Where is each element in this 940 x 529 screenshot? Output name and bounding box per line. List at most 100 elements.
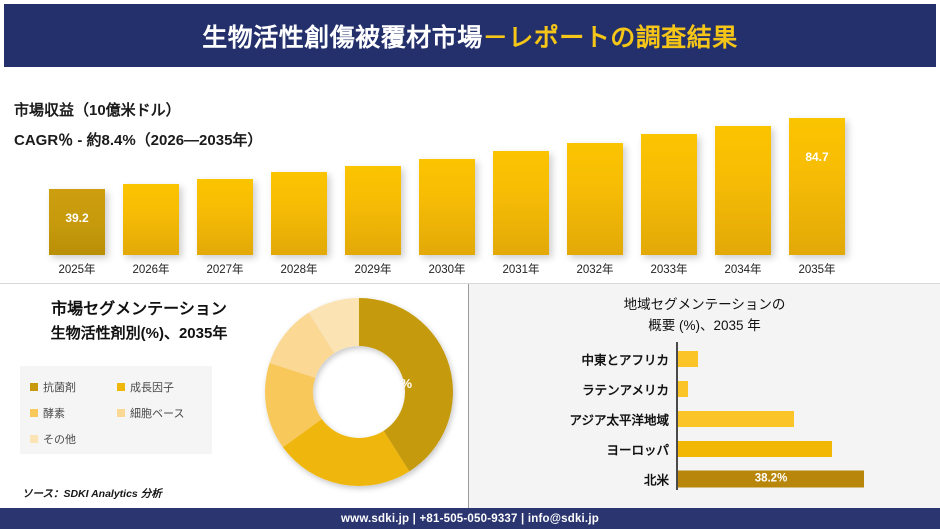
legend-item[interactable]: 細胞ベース — [117, 405, 204, 421]
donut-slice[interactable] — [308, 298, 359, 354]
revenue-bar-column: 2027年 — [188, 70, 262, 283]
legend-label: 成長因子 — [130, 382, 174, 394]
regional-bar-row: ラテンアメリカ — [469, 374, 940, 404]
revenue-bar — [419, 159, 475, 255]
regional-bar: 38.2% — [678, 470, 864, 488]
legend-swatch-icon — [117, 409, 125, 417]
legend-swatch-icon — [30, 409, 38, 417]
donut-slice[interactable] — [265, 362, 322, 448]
regional-panel: 地域セグメンテーションの 概要 (%)、2035 年 中東とアフリカ ラテンアメリ… — [469, 284, 940, 508]
regional-title: 地域セグメンテーションの 概要 (%)、2035 年 — [469, 294, 940, 336]
legend-item[interactable]: その他 — [30, 431, 122, 447]
revenue-bar-column: 2026年 — [114, 70, 188, 283]
regional-bar — [678, 441, 832, 457]
vertical-divider — [468, 284, 469, 508]
segmentation-legend: 抗菌剤 成長因子酵素 細胞ベースその他 — [20, 366, 212, 454]
horizontal-divider — [0, 283, 940, 284]
regional-bar-row: 中東とアフリカ — [469, 344, 940, 374]
regional-bar-value: 38.2% — [754, 472, 788, 485]
legend-item[interactable]: 酵素 — [30, 405, 117, 421]
revenue-bar — [493, 151, 549, 255]
revenue-bar-column: 84.7 2035年 — [780, 70, 854, 283]
page-title: 生物活性創傷被覆材市場－レポートの調査結果 — [202, 18, 738, 54]
revenue-bar-label: 2030年 — [428, 264, 466, 276]
revenue-bar-column: 2031年 — [484, 70, 558, 283]
revenue-label: 市場収益（10億米ドル） — [14, 102, 181, 119]
donut-svg — [265, 298, 453, 486]
legend-item[interactable]: 抗菌剤 — [30, 379, 117, 395]
legend-swatch-icon — [30, 435, 38, 443]
regional-title-line1: 地域セグメンテーションの — [623, 297, 786, 312]
revenue-bar-column: 2028年 — [262, 70, 336, 283]
segmentation-title: 市場セグメンテーション 生物活性剤別(%)、2035年 — [14, 298, 264, 346]
cagr-label: CAGR％ - 約8.4%（2026―2035年） — [14, 132, 263, 149]
donut-slice[interactable] — [282, 419, 410, 486]
regional-bar-row: ヨーロッパ — [469, 434, 940, 464]
revenue-bar-label: 2035年 — [798, 264, 836, 276]
revenue-chart-block: 市場収益（10億米ドル） CAGR％ - 約8.4%（2026―2035年） 3… — [0, 70, 940, 283]
legend-label: 酵素 — [43, 408, 65, 420]
header-banner: 生物活性創傷被覆材市場－レポートの調査結果 — [4, 4, 936, 67]
revenue-bar-label: 2029年 — [354, 264, 392, 276]
legend-swatch-icon — [30, 383, 38, 391]
page-title-main: 生物活性創傷被覆材市場 — [202, 23, 483, 52]
regional-bars: 中東とアフリカ ラテンアメリカアジア太平洋地域ヨーロッパ北米 38.2% — [469, 340, 940, 500]
revenue-bar — [123, 184, 179, 255]
donut-slice[interactable] — [359, 298, 453, 472]
revenue-bars: 39.2 2025年 2026年 2027年 2028年 2029年 2030年 2031年 2… — [0, 70, 940, 283]
regional-bar — [678, 381, 688, 397]
revenue-bar — [345, 166, 401, 255]
legend-label: 細胞ベース — [130, 408, 185, 420]
regional-bar-label: アジア太平洋地域 — [569, 413, 669, 428]
revenue-bar: 84.7 — [789, 118, 845, 255]
regional-bar-label: ヨーロッパ — [606, 443, 669, 458]
legend-label: 抗菌剤 — [43, 382, 76, 394]
revenue-bar-label: 2031年 — [502, 264, 540, 276]
segmentation-panel: 市場セグメンテーション 生物活性剤別(%)、2035年 抗菌剤 成長因子酵素 細胞ベ… — [0, 284, 468, 508]
kpi-text: 市場収益（10億米ドル） CAGR％ - 約8.4%（2026―2035年） — [14, 96, 262, 156]
page-title-accent: －レポートの調査結果 — [482, 23, 738, 52]
donut-value-label: 41% — [386, 376, 413, 391]
revenue-bar-label: 2034年 — [724, 264, 762, 276]
regional-bar — [678, 411, 794, 427]
revenue-bar-label: 2028年 — [280, 264, 318, 276]
regional-bar-label: 北米 — [643, 473, 669, 488]
legend-swatch-icon — [117, 383, 125, 391]
regional-axis-line — [676, 342, 678, 490]
revenue-bar-label: 2032年 — [576, 264, 614, 276]
revenue-bar-column: 2032年 — [558, 70, 632, 283]
revenue-bar — [641, 134, 697, 255]
regional-bar-label: ラテンアメリカ — [582, 383, 669, 398]
regional-title-line2: 概要 (%)、2035 年 — [648, 318, 761, 333]
revenue-bar-column: 2034年 — [706, 70, 780, 283]
revenue-bar-label: 2025年 — [58, 264, 96, 276]
revenue-bar — [567, 143, 623, 255]
donut-chart: 41% — [258, 292, 463, 497]
regional-bar — [678, 351, 698, 367]
revenue-bar-column: 2029年 — [336, 70, 410, 283]
segmentation-title-line2: 生物活性剤別(%)、2035年 — [50, 325, 228, 342]
footer-bar: www.sdki.jp | +81-505-050-9337 | info@sd… — [0, 508, 940, 529]
revenue-bar-label: 2033年 — [650, 264, 688, 276]
revenue-bar — [271, 172, 327, 255]
legend-row: 抗菌剤 成長因子 — [30, 374, 204, 400]
revenue-bar-label: 2026年 — [132, 264, 170, 276]
source-note: ソース：SDKI Analytics 分析 — [22, 488, 162, 500]
donut-slice[interactable] — [269, 312, 335, 378]
regional-bar-label: 中東とアフリカ — [581, 353, 669, 368]
regional-bar-row: 北米 38.2% — [469, 464, 940, 494]
revenue-bar: 39.2 — [49, 189, 105, 255]
revenue-bar-value: 84.7 — [805, 150, 829, 164]
revenue-bar — [715, 126, 771, 255]
revenue-bar-column: 2030年 — [410, 70, 484, 283]
legend-item[interactable]: 成長因子 — [117, 379, 204, 395]
regional-bar-row: アジア太平洋地域 — [469, 404, 940, 434]
legend-row: 酵素 細胞ベース — [30, 400, 204, 426]
revenue-bar-label: 2027年 — [206, 264, 244, 276]
revenue-bar-column: 39.2 2025年 — [40, 70, 114, 283]
footer-contact: www.sdki.jp | +81-505-050-9337 | info@sd… — [341, 512, 599, 525]
legend-label: その他 — [43, 434, 76, 446]
revenue-bar — [197, 179, 253, 255]
legend-row: その他 — [30, 426, 204, 452]
